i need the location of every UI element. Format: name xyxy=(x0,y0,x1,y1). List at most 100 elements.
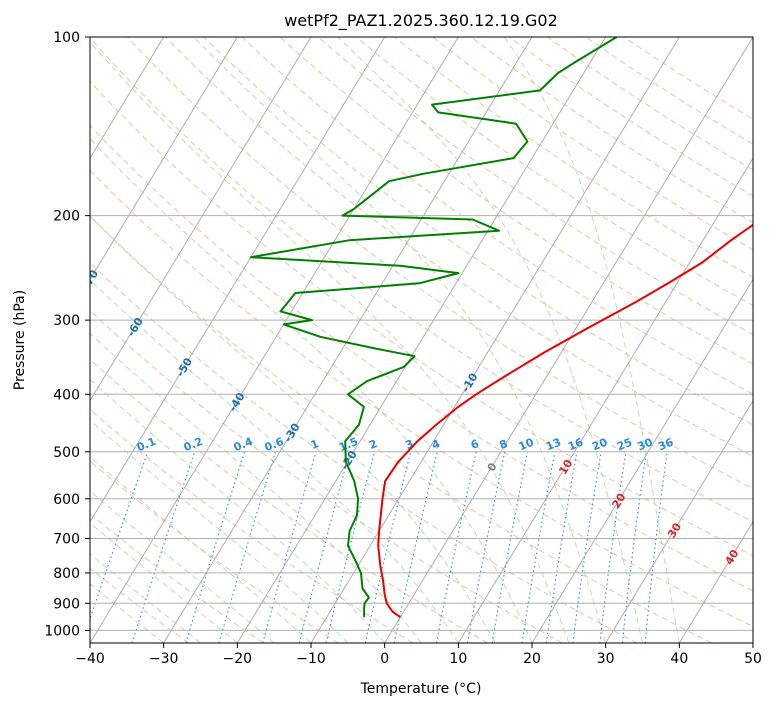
dry-adiabat-line xyxy=(432,37,753,251)
y-tick-label: 800 xyxy=(53,566,80,582)
y-tick-label: 900 xyxy=(53,596,80,612)
x-tick-label: 40 xyxy=(670,651,688,667)
dewpoint-profile-line xyxy=(249,37,618,618)
dry-adiabat-line xyxy=(203,37,753,426)
pressure-gridlines xyxy=(90,37,753,631)
moist-adiabat-line xyxy=(337,37,643,643)
mixing-ratio-label: 16 xyxy=(566,436,585,454)
mixing-ratio-line xyxy=(131,451,196,643)
dry-adiabat-line xyxy=(508,37,753,197)
dry-adiabat-line xyxy=(90,80,753,557)
mixing-ratio-label: 3 xyxy=(403,437,415,452)
dry-adiabat-line xyxy=(470,37,753,224)
dry-adiabat-line xyxy=(90,37,753,523)
mixing-ratio-line xyxy=(545,451,578,643)
dry-adiabat-line xyxy=(547,37,753,171)
x-tick-label: 20 xyxy=(523,651,541,667)
dry-adiabats xyxy=(90,37,753,643)
isotherm-line xyxy=(605,399,753,643)
dry-adiabat-line xyxy=(90,513,264,643)
y-tick-label: 500 xyxy=(53,445,80,461)
moist-adiabat-line xyxy=(90,41,570,643)
isotherm-line xyxy=(236,37,607,643)
isotherm-line xyxy=(384,37,753,643)
isotherm-line xyxy=(531,278,753,643)
isotherm-line xyxy=(678,520,753,643)
mixing-ratio-line xyxy=(644,451,668,643)
moist-adiabat-line xyxy=(90,419,349,643)
mixing-ratio-label: 20 xyxy=(590,436,609,454)
moist-adiabat-line xyxy=(193,37,607,643)
isotherm-label: -70 xyxy=(80,267,102,291)
mixing-ratio-line xyxy=(521,451,556,643)
temperature-profile-line xyxy=(377,223,753,619)
isotherm-line xyxy=(90,37,459,643)
dry-adiabat-line xyxy=(165,37,753,457)
y-tick-label: 600 xyxy=(53,492,80,508)
mixing-ratio-labels: 0.1 0.2 0.4 0.6 1 1.5 2 3 4 6 8 10 13 16 20 25 30 36 xyxy=(135,435,676,455)
x-tick-label: 0 xyxy=(380,651,389,667)
mixing-ratio-line xyxy=(491,451,529,643)
x-tick-label: 30 xyxy=(597,651,615,667)
moist-adiabat-line xyxy=(503,37,680,643)
y-tick-label: 300 xyxy=(53,313,80,329)
moist-adiabat-line xyxy=(90,490,275,643)
dry-adiabat-line xyxy=(127,37,753,490)
mixing-ratio-line xyxy=(599,451,627,643)
dry-adiabat-line xyxy=(394,37,753,278)
dry-adiabat-line xyxy=(90,262,638,643)
mixing-ratio-label: 1 xyxy=(309,437,321,452)
dry-adiabat-line xyxy=(90,215,712,643)
mixing-ratio-line xyxy=(218,451,276,643)
x-axis-label: Temperature (°C) xyxy=(360,681,482,697)
x-tick-label: −40 xyxy=(75,651,105,667)
isotherm-line xyxy=(310,37,680,643)
isotherm-line xyxy=(90,37,238,281)
y-tick-label: 100 xyxy=(53,30,80,46)
y-tick-label: 200 xyxy=(53,209,80,225)
x-tick-label: −30 xyxy=(149,651,179,667)
dry-adiabat-line xyxy=(90,408,414,643)
mixing-ratio-label: 8 xyxy=(497,437,509,452)
mixing-ratio-line xyxy=(466,451,506,643)
axes: −40 −30 −20 −10 0 10 20 30 40 50 100 200 300 400 500 60… xyxy=(44,30,762,667)
dry-adiabat-line xyxy=(90,309,563,643)
y-tick-label: 400 xyxy=(53,387,80,403)
x-tick-label: −20 xyxy=(223,651,253,667)
profile-series xyxy=(249,37,753,619)
dry-adiabat-line xyxy=(90,124,753,592)
isotherm-line xyxy=(90,37,312,402)
mixing-ratio-line xyxy=(572,451,602,643)
mixing-ratio-line xyxy=(621,451,647,643)
moist-adiabat-line xyxy=(90,279,459,643)
isotherm-line xyxy=(90,37,165,160)
mixing-ratio-line xyxy=(435,451,477,643)
mixing-ratio-label: 36 xyxy=(656,436,675,454)
isotherm-line xyxy=(90,37,386,523)
dry-adiabat-line xyxy=(279,37,753,365)
plot-frame xyxy=(89,36,754,644)
x-tick-label: −10 xyxy=(296,651,326,667)
dry-adiabat-line xyxy=(241,37,753,395)
dry-adiabat-line xyxy=(585,37,753,145)
isotherms xyxy=(90,37,753,643)
isotherm-line xyxy=(457,157,753,643)
mixing-ratio-line xyxy=(262,451,317,643)
mixing-ratio-label: 10 xyxy=(517,436,536,454)
mixing-ratio-label: 30 xyxy=(636,436,655,454)
isotherm-line xyxy=(163,37,533,643)
y-tick-label: 1000 xyxy=(44,623,80,639)
x-tick-label: 50 xyxy=(744,651,762,667)
chart-title: wetPf2_PAZ1.2025.360.12.19.G02 xyxy=(284,11,558,31)
mixing-ratio-line xyxy=(185,451,246,643)
x-tick-label: 10 xyxy=(449,651,467,667)
mixing-ratio-label: 25 xyxy=(615,436,634,454)
mixing-ratio-label: 2 xyxy=(367,437,379,452)
mixing-ratio-label: 13 xyxy=(544,436,563,454)
mixing-ratio-lines xyxy=(90,451,668,643)
y-axis-label: Pressure (hPa) xyxy=(12,290,28,390)
y-tick-label: 700 xyxy=(53,532,80,548)
plot-area: -100-90-80-70-60-50-40-30-20-10010203040… xyxy=(80,37,753,643)
